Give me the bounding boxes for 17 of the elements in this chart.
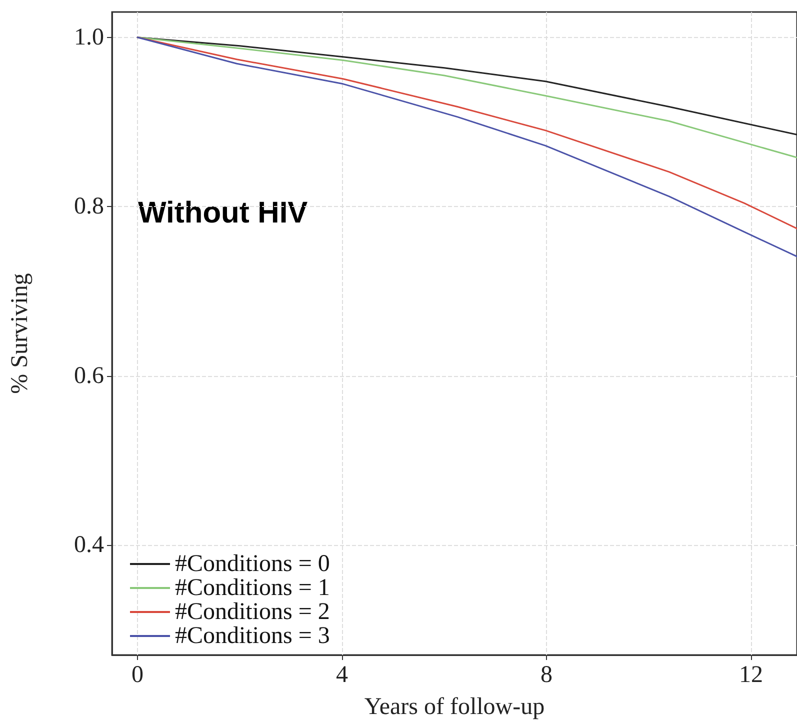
x-tick-label: 8	[540, 662, 553, 688]
legend-label: #Conditions = 1	[175, 575, 330, 601]
x-tick-label: 12	[738, 662, 763, 688]
x-tick-label: 0	[132, 662, 144, 688]
y-tick-label: 0.4	[74, 532, 104, 558]
legend-label: #Conditions = 3	[175, 623, 330, 649]
y-tick-label: 0.8	[74, 194, 104, 220]
annotation: Without HIV	[138, 196, 308, 230]
line-series	[136, 36, 797, 158]
y-tick-label: 0.6	[74, 362, 104, 389]
y-tick-label: 1.0	[74, 24, 104, 50]
line-series	[136, 36, 797, 136]
x-axis-title: Years of follow-up	[364, 694, 545, 720]
x-tick-label: 4	[336, 662, 348, 688]
legend-label: #Conditions = 2	[175, 599, 330, 625]
legend-label: #Conditions = 0	[175, 551, 330, 577]
y-axis-title: % Surviving	[7, 273, 33, 394]
